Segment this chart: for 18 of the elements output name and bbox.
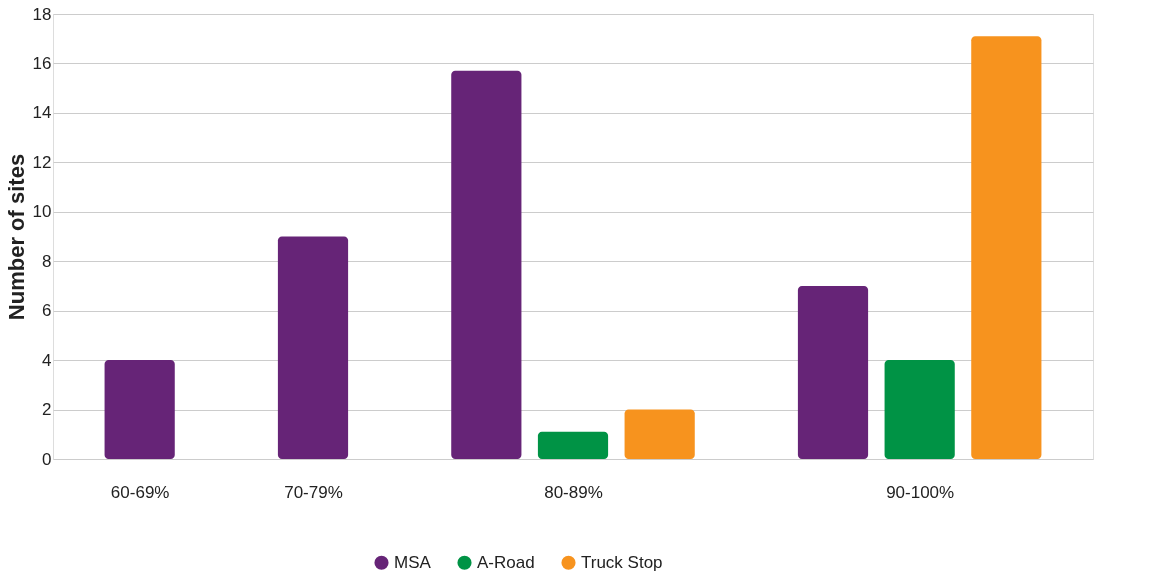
x-tick-label: 70-79% — [284, 482, 343, 502]
x-tick-label: 60-69% — [110, 482, 170, 502]
legend-label: Truck Stop — [581, 552, 663, 572]
y-tick-label: 12 — [32, 152, 52, 172]
y-tick-label: 16 — [32, 53, 52, 73]
y-tick-label: 10 — [32, 202, 52, 222]
legend-label: A-Road — [477, 552, 535, 572]
legend-label: MSA — [394, 552, 432, 572]
y-axis-title: Number of sites — [3, 153, 29, 321]
y-tick-label: 8 — [42, 251, 52, 271]
y-tick-label: 14 — [32, 103, 52, 123]
y-tick-label: 2 — [42, 400, 52, 420]
y-tick-label: 4 — [42, 350, 52, 370]
x-tick-label: 90-100% — [886, 482, 955, 502]
y-tick-label: 0 — [42, 449, 52, 469]
y-tick-label: 18 — [32, 4, 52, 24]
x-tick-label: 80-89% — [544, 482, 603, 502]
y-tick-label: 6 — [42, 301, 52, 321]
